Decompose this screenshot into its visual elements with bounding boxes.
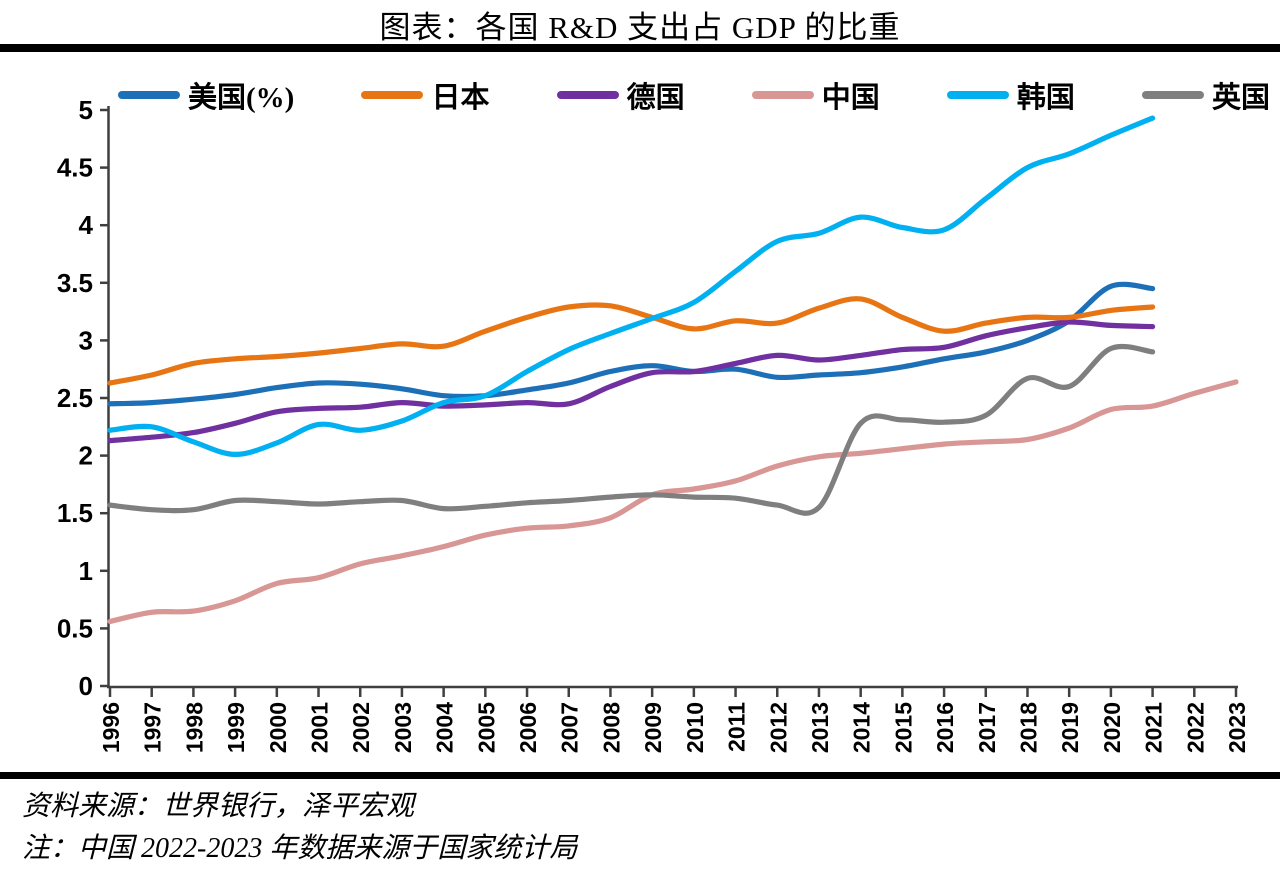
y-tick-label: 0.5: [57, 613, 93, 643]
legend-swatch: [361, 91, 424, 99]
x-tick-label: 1997: [140, 702, 166, 753]
series-line: [107, 115, 1156, 458]
x-tick-label: 2017: [974, 702, 1000, 753]
y-tick-label: 1.5: [57, 498, 93, 528]
legend-label: 英国: [1211, 82, 1270, 114]
x-tick-label: 2015: [890, 702, 916, 753]
x-tick-label: 2023: [1224, 702, 1250, 753]
legend-swatch: [946, 91, 1009, 99]
legend-item: 美国(%): [118, 74, 294, 116]
x-tick-label: 1996: [98, 702, 124, 753]
x-tick-label: 2016: [932, 702, 958, 753]
x-tick-label: 2009: [640, 702, 666, 753]
x-tick-label: 2005: [473, 702, 499, 753]
y-tick-label: 2: [79, 441, 93, 471]
x-tick-label: 2022: [1182, 702, 1208, 753]
x-tick-label: 2002: [348, 702, 374, 753]
legend-swatch: [118, 91, 180, 99]
source-note: 资料来源：世界银行，泽平宏观: [22, 791, 415, 822]
legend-label: 美国(%): [188, 82, 295, 114]
legend-swatch: [751, 91, 814, 99]
x-tick-label: 2014: [849, 702, 875, 753]
series-line: [107, 281, 1156, 407]
legend-swatch: [556, 91, 619, 99]
legend-label: 中国: [821, 82, 880, 114]
y-tick-label: 3.5: [57, 268, 93, 298]
legend-label: 德国: [626, 82, 685, 114]
x-tick-label: 2000: [265, 702, 291, 753]
legend-item: 中国: [751, 74, 880, 116]
y-tick-label: 4: [79, 210, 94, 240]
y-tick-label: 0: [79, 671, 93, 701]
series-line: [107, 343, 1156, 516]
x-tick-label: 2021: [1141, 702, 1167, 753]
x-tick-label: 1999: [223, 702, 249, 753]
x-tick-label: 2007: [557, 702, 583, 753]
x-tick-label: 2018: [1015, 702, 1041, 753]
x-tick-label: 2012: [765, 702, 791, 753]
y-tick-label: 4.5: [57, 153, 93, 183]
page-title: 图表：各国 R&D 支出占 GDP 的比重: [379, 10, 901, 45]
y-tick-label: 1: [79, 556, 93, 586]
legend: 美国(%) 日本 德国 中国 韩国 英国: [118, 74, 1270, 116]
series-line: [107, 379, 1239, 625]
legend-swatch: [1141, 91, 1204, 99]
x-tick-label: 2006: [515, 702, 541, 753]
x-tick-label: 2019: [1057, 702, 1083, 753]
x-tick-label: 2001: [307, 702, 333, 753]
legend-item: 德国: [556, 74, 685, 116]
x-tick-label: 2020: [1099, 702, 1125, 753]
bottom-rule: [0, 772, 1280, 779]
x-tick-label: 2010: [682, 702, 708, 753]
data-note: 注：中国 2022-2023 年数据来源于国家统计局: [22, 833, 578, 864]
legend-item: 英国: [1141, 74, 1270, 116]
x-tick-label: 2008: [598, 702, 624, 753]
x-tick-label: 2013: [807, 702, 833, 753]
series-line: [107, 319, 1156, 444]
x-tick-label: 2004: [432, 702, 458, 753]
y-tick-label: 5: [79, 95, 93, 125]
top-rule: [0, 44, 1280, 52]
legend-label: 日本: [431, 82, 490, 114]
legend-item: 日本: [361, 74, 489, 116]
x-tick-label: 2003: [390, 702, 416, 753]
y-tick-label: 2.5: [57, 383, 93, 413]
legend-item: 韩国: [946, 74, 1075, 116]
notes: 资料来源：世界银行，泽平宏观 注：中国 2022-2023 年数据来源于国家统计…: [22, 786, 577, 870]
legend-label: 韩国: [1016, 82, 1075, 114]
series-line: [107, 296, 1156, 386]
x-tick-label: 1998: [181, 702, 207, 753]
y-tick-label: 3: [79, 325, 93, 355]
x-tick-label: 2011: [724, 702, 750, 752]
